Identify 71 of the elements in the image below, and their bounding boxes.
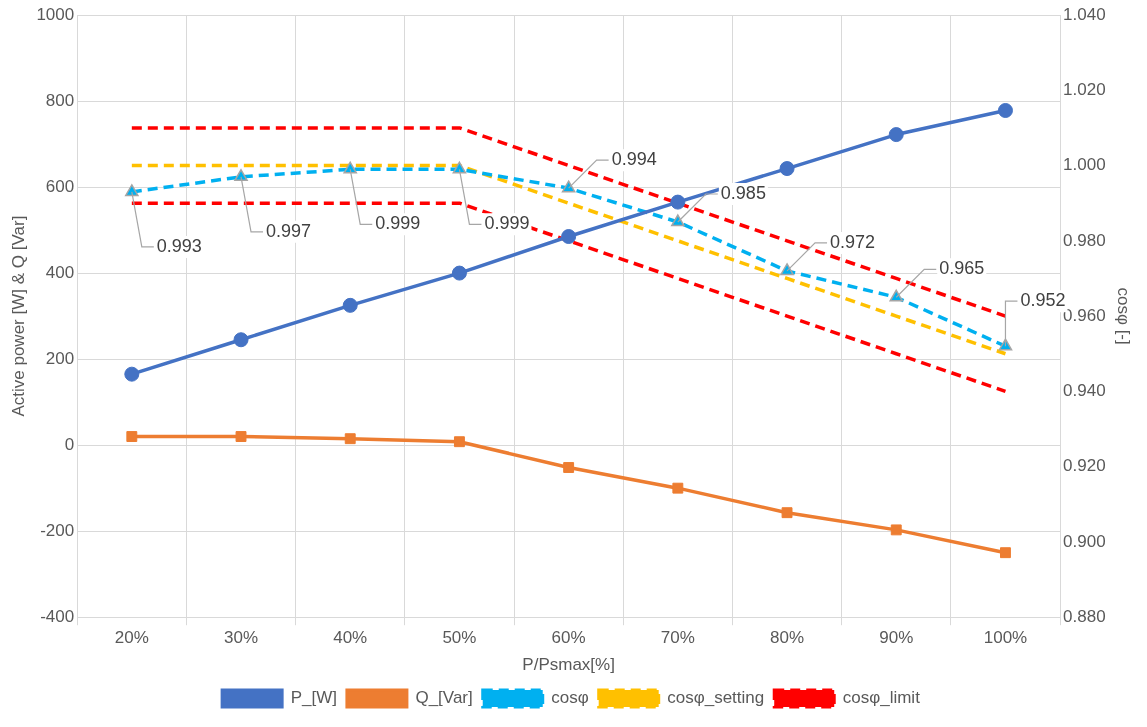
y-tick-label: 600 [45,176,75,196]
point [563,462,575,473]
y-tick-label: 400 [45,262,75,282]
y2-tick-label: 0.980 [1063,230,1106,250]
legend-label: P_[W] [290,688,337,708]
y2-tick-label: 0.900 [1063,531,1106,551]
data-label: 0.952 [1020,290,1066,311]
point [561,229,577,245]
x-tick-label: 100% [983,628,1028,648]
y-tick-label: 1000 [36,4,75,24]
y2-tick-label: 1.040 [1063,4,1106,24]
y2-tick-label: 0.940 [1063,381,1106,401]
line-series [130,201,1008,394]
y-tick-label: 0 [64,434,75,454]
point [671,214,685,227]
x-axis-title: P/Psmax[%] [522,655,615,675]
point [233,332,249,348]
data-label: 0.985 [720,182,766,203]
point [126,431,138,442]
y2-tick-label: 0.880 [1063,606,1106,626]
data-label: 0.993 [156,235,202,256]
y2-tick-label: 1.000 [1063,155,1106,175]
x-tick-label: 80% [770,628,805,648]
y-tick-label: -200 [40,520,75,540]
y2-tick-label: 1.020 [1063,79,1106,99]
legend-label: cosφ_setting [667,688,765,708]
data-label: 0.994 [611,149,657,170]
y-axis-title: Active power [W] & Q [Var] [8,215,28,417]
x-tick-label: 20% [114,628,149,648]
x-tick-label: 90% [879,628,914,648]
point [670,194,686,210]
x-tick-label: 70% [660,628,695,648]
data-label: 0.965 [939,258,985,279]
x-tick-label: 60% [551,628,586,648]
legend-label: cosφ_limit [842,688,921,708]
point [452,161,467,174]
line-series [130,126,1008,318]
point [453,436,465,448]
y2-axis-title: cosφ [-] [1114,287,1134,345]
point [234,169,248,182]
point [344,433,356,445]
y2-tick-label: 0.960 [1063,305,1106,325]
x-tick-label: 50% [442,628,477,648]
point [235,431,247,442]
point [890,524,902,536]
legend-label: Q_[Var] [415,688,473,708]
data-label: 0.997 [266,220,312,241]
point [124,366,140,382]
point [780,263,794,276]
y2-tick-label: 0.920 [1063,456,1106,476]
x-tick-label: 30% [224,628,259,648]
point [781,507,793,519]
point [125,184,139,197]
point [343,161,358,174]
data-label: 0.999 [375,213,421,234]
point [779,161,795,177]
y-tick-label: -400 [40,606,75,626]
point [561,180,576,193]
y-tick-label: 200 [45,348,75,368]
point [889,289,904,302]
point [451,265,467,281]
y-tick-label: 800 [45,90,75,110]
point [997,102,1013,118]
point [888,127,904,143]
point [672,482,684,494]
point [1000,547,1011,559]
data-label: 0.972 [830,231,876,252]
point [342,297,358,313]
x-tick-label: 40% [333,628,368,648]
data-label: 0.999 [484,213,530,234]
legend-label: cosφ [551,688,589,708]
